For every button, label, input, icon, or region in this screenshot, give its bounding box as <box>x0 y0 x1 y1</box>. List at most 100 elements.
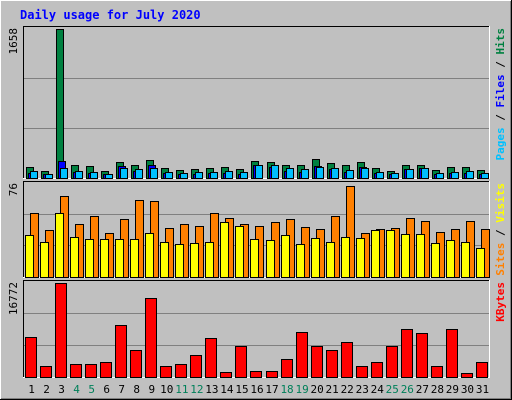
x-tick-label: 12 <box>190 383 203 396</box>
bar-sites-day-25 <box>386 230 395 278</box>
bar-sites-day-11 <box>175 244 184 278</box>
bar-pages-day-8 <box>135 169 143 179</box>
bar-kbytes-day-26 <box>401 329 413 378</box>
bar-pages-day-28 <box>436 173 444 179</box>
bar-kbytes-day-3 <box>55 283 67 378</box>
bar-kbytes-day-31 <box>476 362 488 378</box>
x-tick-label: 22 <box>341 383 354 396</box>
bar-kbytes-day-21 <box>326 350 338 378</box>
bar-sites-day-7 <box>115 239 124 278</box>
side-label-separator: / <box>494 223 507 243</box>
bar-sites-day-2 <box>40 242 49 278</box>
bar-sites-day-22 <box>341 237 350 278</box>
bar-pages-day-26 <box>406 169 414 179</box>
bar-sites-day-26 <box>401 234 410 278</box>
bar-pages-day-30 <box>466 171 474 179</box>
x-tick-label: 10 <box>160 383 173 396</box>
bar-sites-day-23 <box>356 238 365 278</box>
panel-hits: 1658 Pages / Files / Hits <box>7 26 507 179</box>
x-tick-label: 7 <box>118 383 125 396</box>
x-tick-label: 16 <box>250 383 263 396</box>
side-label-separator: / <box>494 55 507 75</box>
x-tick-label: 3 <box>58 383 65 396</box>
bar-kbytes-day-1 <box>25 337 37 378</box>
bar-kbytes-day-2 <box>40 366 52 378</box>
x-tick-label: 27 <box>416 383 429 396</box>
bar-sites-day-21 <box>326 242 335 278</box>
bar-sites-day-13 <box>205 242 214 278</box>
bar-pages-day-25 <box>391 173 399 179</box>
bar-kbytes-day-25 <box>386 346 398 378</box>
bar-sites-day-6 <box>100 239 109 278</box>
bar-kbytes-day-30 <box>461 373 473 378</box>
bar-pages-day-18 <box>286 168 294 179</box>
bar-pages-day-7 <box>120 168 128 179</box>
x-tick-label: 28 <box>431 383 444 396</box>
bar-pages-day-15 <box>240 172 248 179</box>
bar-pages-day-29 <box>451 172 459 179</box>
bar-pages-day-16 <box>255 165 263 179</box>
bar-kbytes-day-15 <box>235 346 247 378</box>
side-label-sites: Sites <box>494 243 507 276</box>
bar-pages-day-13 <box>210 172 218 179</box>
bar-kbytes-day-6 <box>100 362 112 378</box>
bar-kbytes-day-4 <box>70 364 82 378</box>
bar-kbytes-day-9 <box>145 298 157 378</box>
x-tick-label: 15 <box>235 383 248 396</box>
bar-pages-day-10 <box>165 172 173 179</box>
bar-sites-day-1 <box>25 235 34 278</box>
side-label-visits: Visits <box>494 183 507 223</box>
bar-kbytes-day-19 <box>296 332 308 378</box>
bar-sites-day-28 <box>431 243 440 278</box>
bar-pages-day-31 <box>481 173 489 179</box>
series-visits <box>30 186 490 278</box>
bar-kbytes-day-11 <box>175 364 187 378</box>
x-tick-label: 1 <box>28 383 35 396</box>
side-label-hits: Hits <box>494 28 507 55</box>
bar-sites-day-30 <box>461 242 470 278</box>
bar-kbytes-day-14 <box>220 372 232 378</box>
bar-kbytes-day-23 <box>356 366 368 378</box>
x-tick-label: 2 <box>43 383 50 396</box>
bar-kbytes-day-27 <box>416 333 428 378</box>
x-tick-label: 4 <box>73 383 80 396</box>
x-tick-label: 14 <box>220 383 234 396</box>
bar-sites-day-29 <box>446 240 455 278</box>
bar-kbytes-day-22 <box>341 342 353 378</box>
bar-pages-day-19 <box>301 169 309 179</box>
side-label-files: Files <box>494 74 507 107</box>
bar-sites-day-12 <box>190 243 199 278</box>
bar-kbytes-day-29 <box>446 329 458 378</box>
x-tick-label: 6 <box>103 383 110 396</box>
side-label-pages: Pages <box>494 127 507 160</box>
bar-sites-day-9 <box>145 233 154 278</box>
bar-pages-day-20 <box>316 167 324 179</box>
bar-kbytes-day-18 <box>281 359 293 378</box>
y-max-label-hits: 1658 <box>7 28 20 55</box>
bar-sites-day-4 <box>70 237 79 278</box>
y-max-label-visits: 76 <box>7 183 20 196</box>
bar-sites-day-16 <box>250 239 259 278</box>
x-tick-label: 24 <box>371 383 385 396</box>
x-tick-label: 19 <box>295 383 308 396</box>
bar-pages-day-17 <box>271 165 279 179</box>
side-label-kbytes: KBytes <box>494 282 507 322</box>
bar-pages-day-24 <box>376 172 384 179</box>
bar-pages-day-22 <box>346 170 354 179</box>
bar-sites-day-19 <box>296 244 305 278</box>
x-tick-label: 30 <box>461 383 474 396</box>
bar-pages-day-27 <box>421 168 429 179</box>
bar-pages-day-4 <box>75 171 83 179</box>
x-tick-label: 31 <box>476 383 489 396</box>
bar-kbytes-day-16 <box>250 371 262 378</box>
bar-kbytes-day-5 <box>85 364 97 378</box>
bar-sites-day-20 <box>311 238 320 278</box>
bar-sites-day-17 <box>266 240 275 278</box>
bar-kbytes-day-20 <box>311 346 323 378</box>
x-tick-label: 8 <box>133 383 140 396</box>
bar-kbytes-day-17 <box>266 371 278 378</box>
bar-pages-day-12 <box>195 172 203 179</box>
x-tick-label: 13 <box>205 383 218 396</box>
x-tick-label: 18 <box>280 383 293 396</box>
bar-pages-day-1 <box>30 171 38 179</box>
